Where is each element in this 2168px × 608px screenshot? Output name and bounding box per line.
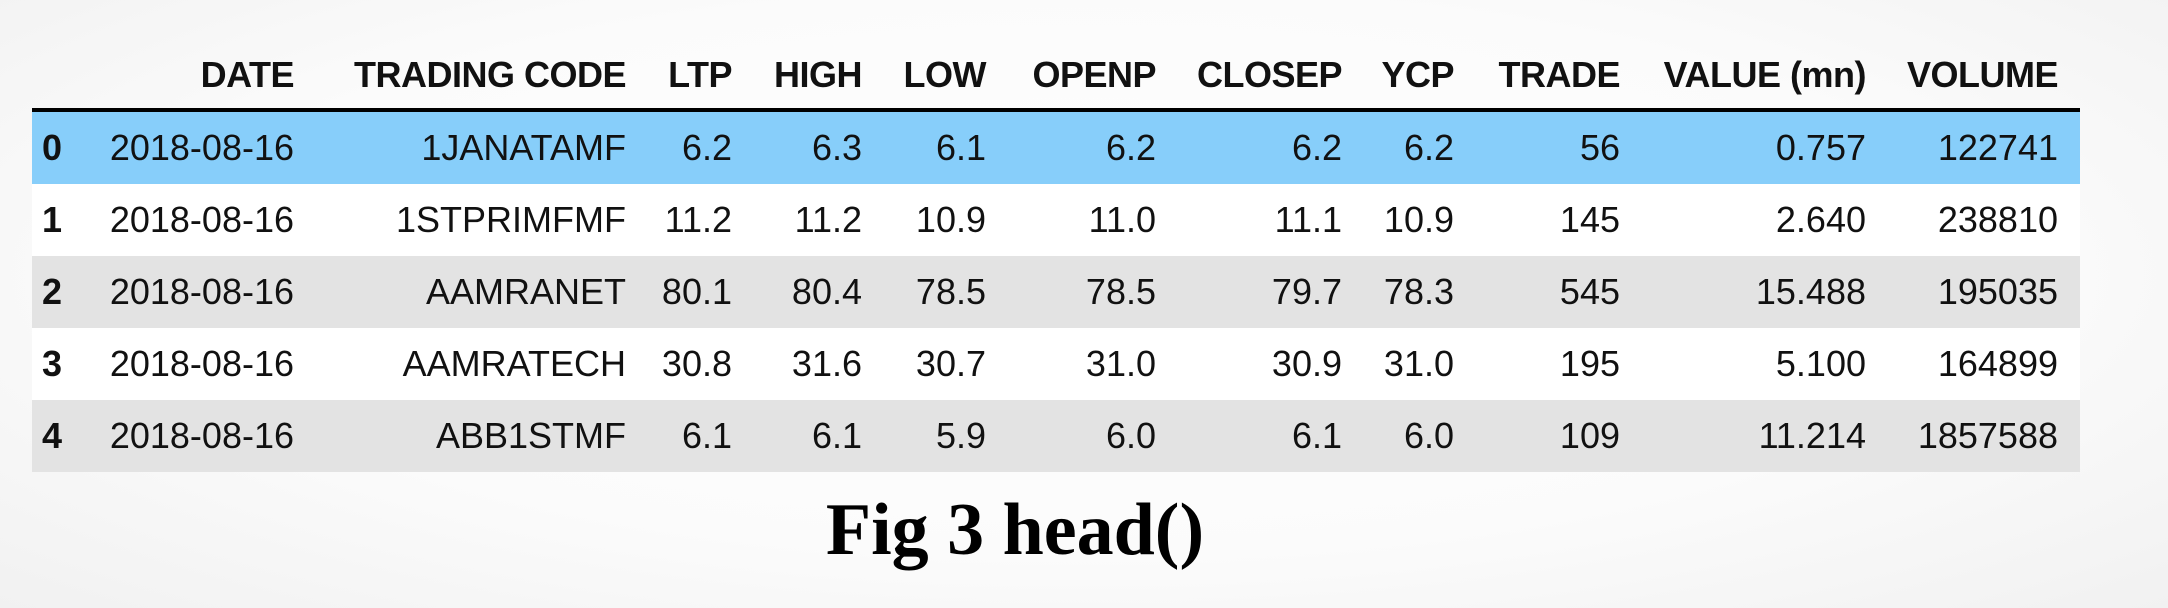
column-header-low: LOW	[884, 42, 1008, 112]
cell-trading-code: ABB1STMF	[435, 415, 626, 456]
cell-ltp: 30.8	[661, 343, 732, 384]
cell-low: 6.1	[935, 127, 986, 168]
cell-ltp: 80.1	[661, 271, 732, 312]
index-header	[32, 42, 84, 112]
cell-openp: 31.0	[1085, 343, 1156, 384]
column-header-ltp: LTP	[648, 42, 754, 112]
cell-ltp: 11.2	[664, 199, 732, 240]
cell-volume: 1857588	[1917, 415, 2058, 456]
cell-trade: 195	[1559, 343, 1620, 384]
column-header-date: DATE	[84, 42, 316, 112]
table-row[interactable]: 4 2018-08-16 ABB1STMF 6.1 6.1 5.9 6.0 6.…	[32, 400, 2080, 472]
cell-low: 30.7	[915, 343, 986, 384]
column-header-high: HIGH	[754, 42, 884, 112]
table-row[interactable]: 3 2018-08-16 AAMRATECH 30.8 31.6 30.7 31…	[32, 328, 2080, 400]
cell-low: 5.9	[935, 415, 986, 456]
cell-openp: 6.2	[1105, 127, 1156, 168]
table-row[interactable]: 2 2018-08-16 AAMRANET 80.1 80.4 78.5 78.…	[32, 256, 2080, 328]
cell-date: 2018-08-16	[109, 127, 294, 168]
cell-date: 2018-08-16	[109, 271, 294, 312]
cell-ltp: 6.1	[681, 415, 732, 456]
cell-volume: 238810	[1937, 199, 2058, 240]
row-index: 3	[42, 343, 63, 384]
column-header-openp: OPENP	[1008, 42, 1178, 112]
cell-trade: 545	[1559, 271, 1620, 312]
header-row: DATE TRADING CODE LTP HIGH LOW OPENP CLO…	[32, 42, 2080, 112]
cell-closep: 30.9	[1271, 343, 1342, 384]
cell-trade: 56	[1579, 127, 1620, 168]
cell-closep: 6.2	[1291, 127, 1342, 168]
cell-high: 80.4	[791, 271, 862, 312]
row-index: 4	[42, 415, 63, 456]
cell-trade: 109	[1559, 415, 1620, 456]
column-header-trading-code: TRADING CODE	[316, 42, 648, 112]
cell-low: 78.5	[915, 271, 986, 312]
table-row[interactable]: 1 2018-08-16 1STPRIMFMF 11.2 11.2 10.9 1…	[32, 184, 2080, 256]
cell-date: 2018-08-16	[109, 199, 294, 240]
cell-trading-code: AAMRANET	[425, 271, 626, 312]
cell-closep: 79.7	[1271, 271, 1342, 312]
cell-value-mn: 11.214	[1758, 415, 1866, 456]
cell-volume: 164899	[1937, 343, 2058, 384]
column-header-ycp: YCP	[1364, 42, 1476, 112]
figure-caption: Fig 3 head()	[825, 489, 1205, 571]
cell-high: 11.2	[794, 199, 862, 240]
cell-date: 2018-08-16	[109, 343, 294, 384]
cell-volume: 195035	[1937, 271, 2058, 312]
dataframe-table-container: DATE TRADING CODE LTP HIGH LOW OPENP CLO…	[32, 42, 2080, 472]
cell-trading-code: 1JANATAMF	[421, 127, 626, 168]
column-header-value-mn: VALUE (mn)	[1642, 42, 1888, 112]
column-header-trade: TRADE	[1476, 42, 1642, 112]
cell-high: 6.1	[811, 415, 862, 456]
column-header-closep: CLOSEP	[1178, 42, 1364, 112]
row-index: 0	[42, 127, 63, 168]
cell-high: 6.3	[811, 127, 862, 168]
cell-value-mn: 15.488	[1755, 271, 1866, 312]
cell-ycp: 31.0	[1383, 343, 1454, 384]
table-row[interactable]: 0 2018-08-16 1JANATAMF 6.2 6.3 6.1 6.2 6…	[32, 110, 2080, 184]
dataframe-table: DATE TRADING CODE LTP HIGH LOW OPENP CLO…	[32, 42, 2080, 472]
cell-value-mn: 0.757	[1775, 127, 1866, 168]
cell-openp: 6.0	[1105, 415, 1156, 456]
cell-closep: 6.1	[1291, 415, 1342, 456]
cell-ycp: 78.3	[1383, 271, 1454, 312]
row-index: 1	[42, 199, 63, 240]
cell-trade: 145	[1559, 199, 1620, 240]
row-index: 2	[42, 271, 63, 312]
cell-trading-code: 1STPRIMFMF	[396, 199, 626, 240]
cell-openp: 11.0	[1088, 199, 1156, 240]
cell-value-mn: 5.100	[1775, 343, 1866, 384]
cell-ycp: 6.2	[1403, 127, 1454, 168]
cell-closep: 11.1	[1274, 199, 1342, 240]
cell-openp: 78.5	[1085, 271, 1156, 312]
cell-trading-code: AAMRATECH	[402, 343, 626, 384]
cell-high: 31.6	[791, 343, 862, 384]
cell-volume: 122741	[1937, 127, 2058, 168]
column-header-volume: VOLUME	[1888, 42, 2080, 112]
cell-ltp: 6.2	[681, 127, 732, 168]
cell-ycp: 10.9	[1383, 199, 1454, 240]
cell-ycp: 6.0	[1403, 415, 1454, 456]
cell-value-mn: 2.640	[1775, 199, 1866, 240]
cell-date: 2018-08-16	[109, 415, 294, 456]
cell-low: 10.9	[915, 199, 986, 240]
